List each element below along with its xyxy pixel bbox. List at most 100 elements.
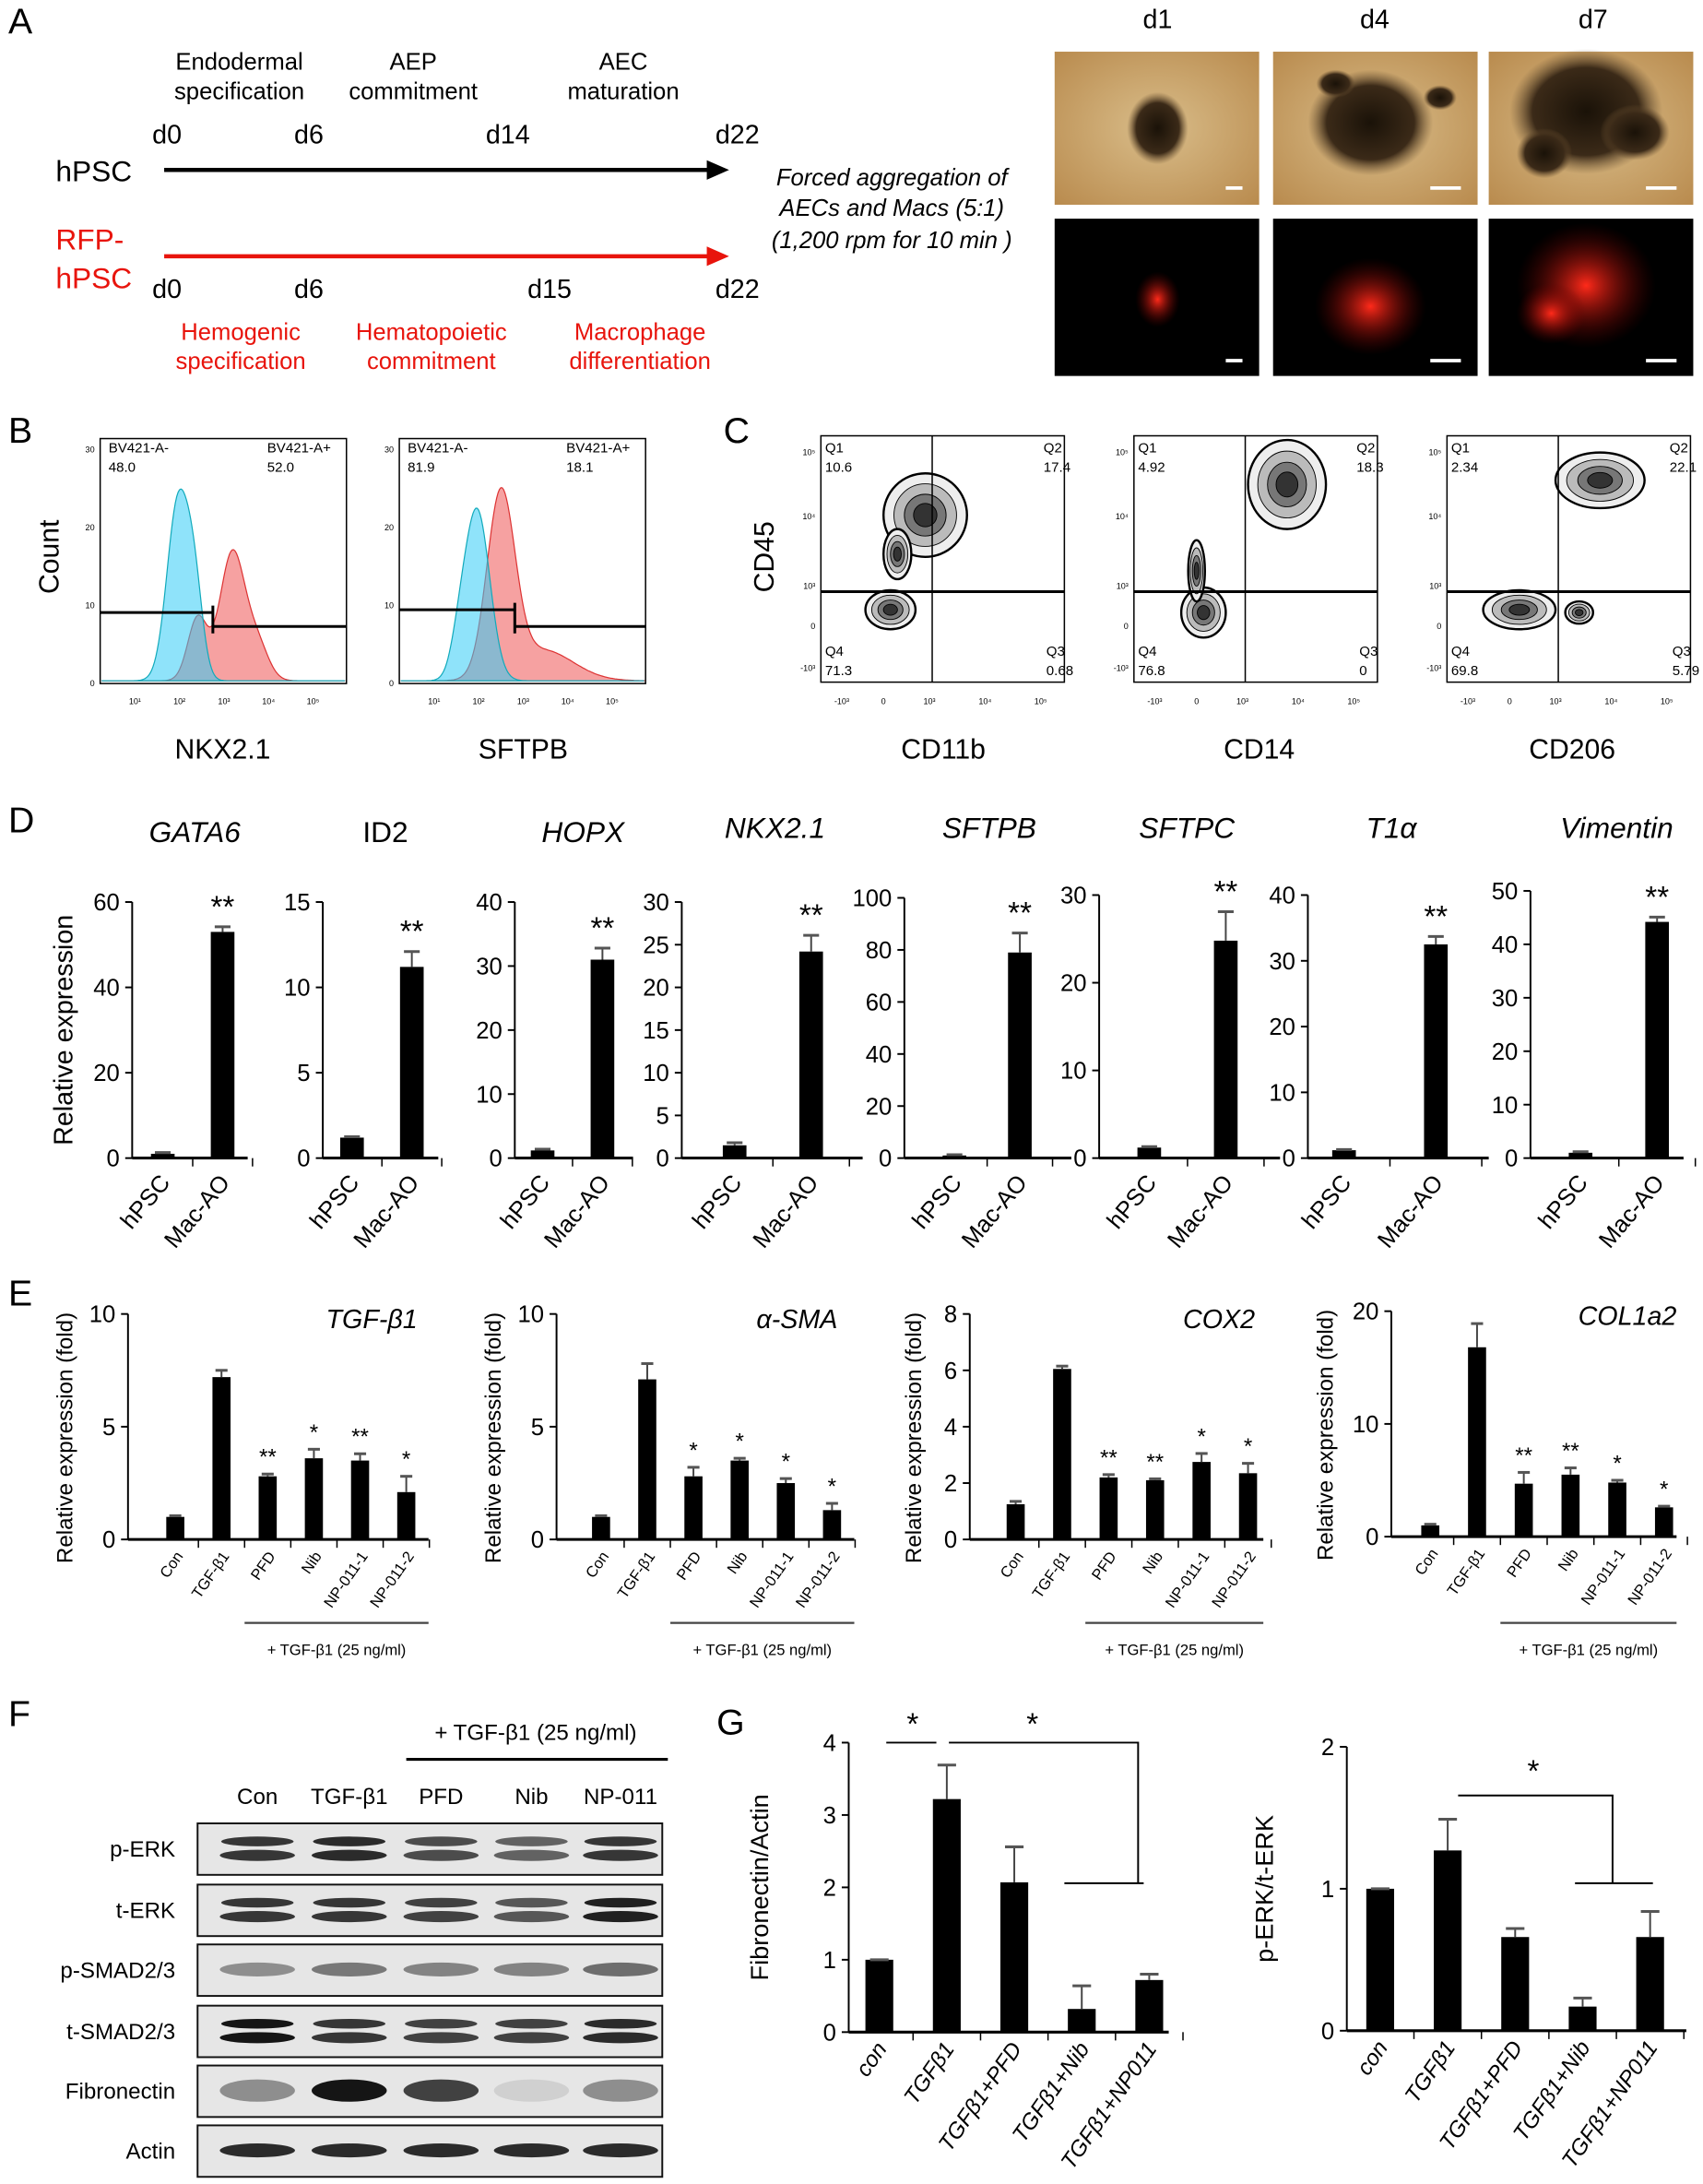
x-tick-label: 10⁵ — [606, 697, 619, 706]
y-tick-label: 5 — [102, 1415, 115, 1441]
chart-title: T1α — [1366, 812, 1417, 845]
y-tick-label: -10³ — [800, 664, 815, 673]
rfp-signal — [1135, 271, 1180, 327]
x-tick-label: 10³ — [923, 697, 935, 706]
y-tick-label: 0 — [1124, 622, 1129, 631]
y-tick-label: 25 — [643, 932, 669, 958]
bar — [1006, 1503, 1025, 1540]
bar-chart--sma: 0 5 10 Con TGF-β1 * PFD * Nib * NP-011-1 * NP-011-2 α… — [481, 1302, 857, 1658]
y-axis-label: Fibronectin/Actin — [745, 1794, 774, 1980]
bar — [350, 1460, 370, 1540]
bar — [1645, 921, 1670, 1158]
bar — [1424, 944, 1449, 1158]
lane-label: TGF-β1 — [311, 1785, 388, 1810]
significance-star: * — [1244, 1434, 1253, 1459]
y-tick-label: 0 — [656, 1146, 669, 1172]
protein-band — [403, 1962, 479, 1976]
protein-band — [403, 2079, 479, 2102]
y-tick-label: 0 — [823, 2020, 836, 2046]
blot-strip — [196, 1822, 664, 1876]
bar — [999, 1881, 1029, 2033]
day-label: d15 — [527, 275, 572, 304]
quadrant-value: 4.92 — [1138, 460, 1165, 476]
chart-title: Vimentin — [1560, 812, 1673, 845]
quadrant-name: Q3 — [1359, 644, 1378, 659]
protein-band — [219, 2032, 295, 2044]
x-axis-label: CD14 — [1224, 735, 1295, 766]
y-axis-label: Relative expression (fold) — [53, 1312, 77, 1563]
contour-density — [1197, 605, 1211, 621]
x-tick-label: 0 — [1194, 697, 1199, 706]
bar-chart-col1a2: 0 10 20 Con TGF-β1 ** PFD ** Nib * NP-011-1 * NP-011… — [1314, 1300, 1688, 1658]
bar — [1608, 1482, 1626, 1537]
protein-band — [219, 1849, 295, 1861]
bar — [592, 1516, 610, 1540]
y-axis-label: Count — [34, 519, 65, 594]
protein-band — [583, 2079, 658, 2102]
y-tick-label: 20 — [866, 1094, 893, 1120]
y-tick-label: 30 — [86, 445, 95, 455]
category-label: hPSC — [688, 1170, 748, 1234]
stage-label: Macrophage — [574, 319, 706, 345]
bar — [1501, 1937, 1530, 2031]
y-tick-label: 20 — [93, 1061, 120, 1086]
significance-star: ** — [1562, 1439, 1579, 1464]
y-tick-label: 20 — [643, 976, 669, 1002]
y-tick-label: 2 — [1321, 1735, 1334, 1761]
significance-star: * — [1613, 1451, 1622, 1476]
significance-star: * — [689, 1438, 698, 1463]
chart-title: NKX2.1 — [725, 812, 825, 845]
significance-star: ** — [590, 911, 614, 945]
y-tick-label: 40 — [476, 890, 503, 916]
bar — [1238, 1473, 1258, 1540]
bar-chart-t1-: 0 10 20 30 40 hPSC ** Mac-AO T1α — [1269, 812, 1489, 1253]
contour-density — [1575, 609, 1584, 616]
bar — [1568, 1152, 1593, 1158]
y-axis-label: Relative expression (fold) — [481, 1312, 506, 1563]
panel-letter-e: E — [8, 1274, 32, 1314]
protein-band — [403, 1849, 479, 1861]
protein-band — [583, 2143, 658, 2158]
category-label: hPSC — [907, 1170, 967, 1234]
y-tick-label: 10⁴ — [802, 512, 815, 521]
protein-band — [493, 2143, 570, 2158]
y-tick-label: 1 — [1321, 1877, 1334, 1903]
bar — [730, 1460, 749, 1540]
quadrant-name: Q1 — [825, 441, 844, 457]
protein-band — [220, 1836, 294, 1846]
gate-label: BV421-A- — [408, 441, 467, 457]
y-tick-label: 0 — [1437, 622, 1441, 631]
gate-label: BV421-A- — [109, 441, 169, 457]
protein-band — [219, 2143, 295, 2158]
gate-line — [100, 605, 347, 634]
stage-label: specification — [174, 78, 304, 104]
y-tick-label: 4 — [944, 1415, 957, 1441]
category-label: Nib — [1139, 1549, 1166, 1577]
category-label: TGF-β1 — [614, 1549, 659, 1602]
rfp-signal — [1516, 282, 1587, 344]
significance-star: ** — [1645, 881, 1669, 915]
category-label: Nib — [298, 1549, 325, 1577]
category-label: TGF-β1 — [1029, 1549, 1074, 1602]
treatment-label: + TGF-β1 (25 ng/ml) — [267, 1641, 407, 1658]
bar — [798, 951, 823, 1158]
protein-band — [405, 2018, 478, 2029]
gate-label: BV421-A+ — [267, 441, 331, 457]
protein-band — [403, 1911, 479, 1923]
y-tick-label: 2 — [823, 1875, 836, 1901]
gate-label: 81.9 — [408, 460, 434, 476]
day-label: d0 — [152, 121, 182, 150]
panel-g-significance — [886, 1741, 1653, 1884]
category-label: Con — [582, 1549, 612, 1582]
y-tick-label: 15 — [284, 890, 311, 916]
bar-chart-nkx2-1: 0 5 10 15 20 25 30 hPSC ** Mac-AO NKX2.1 — [643, 812, 863, 1253]
y-tick-label: 5 — [656, 1103, 669, 1129]
gate-label: 48.0 — [109, 460, 136, 476]
y-tick-label: 0 — [297, 1146, 310, 1172]
y-tick-label: 60 — [93, 890, 120, 916]
y-tick-label: 10 — [86, 601, 95, 611]
x-tick-label: 10³ — [1550, 697, 1562, 706]
category-label: TGF-β1 — [188, 1549, 233, 1602]
